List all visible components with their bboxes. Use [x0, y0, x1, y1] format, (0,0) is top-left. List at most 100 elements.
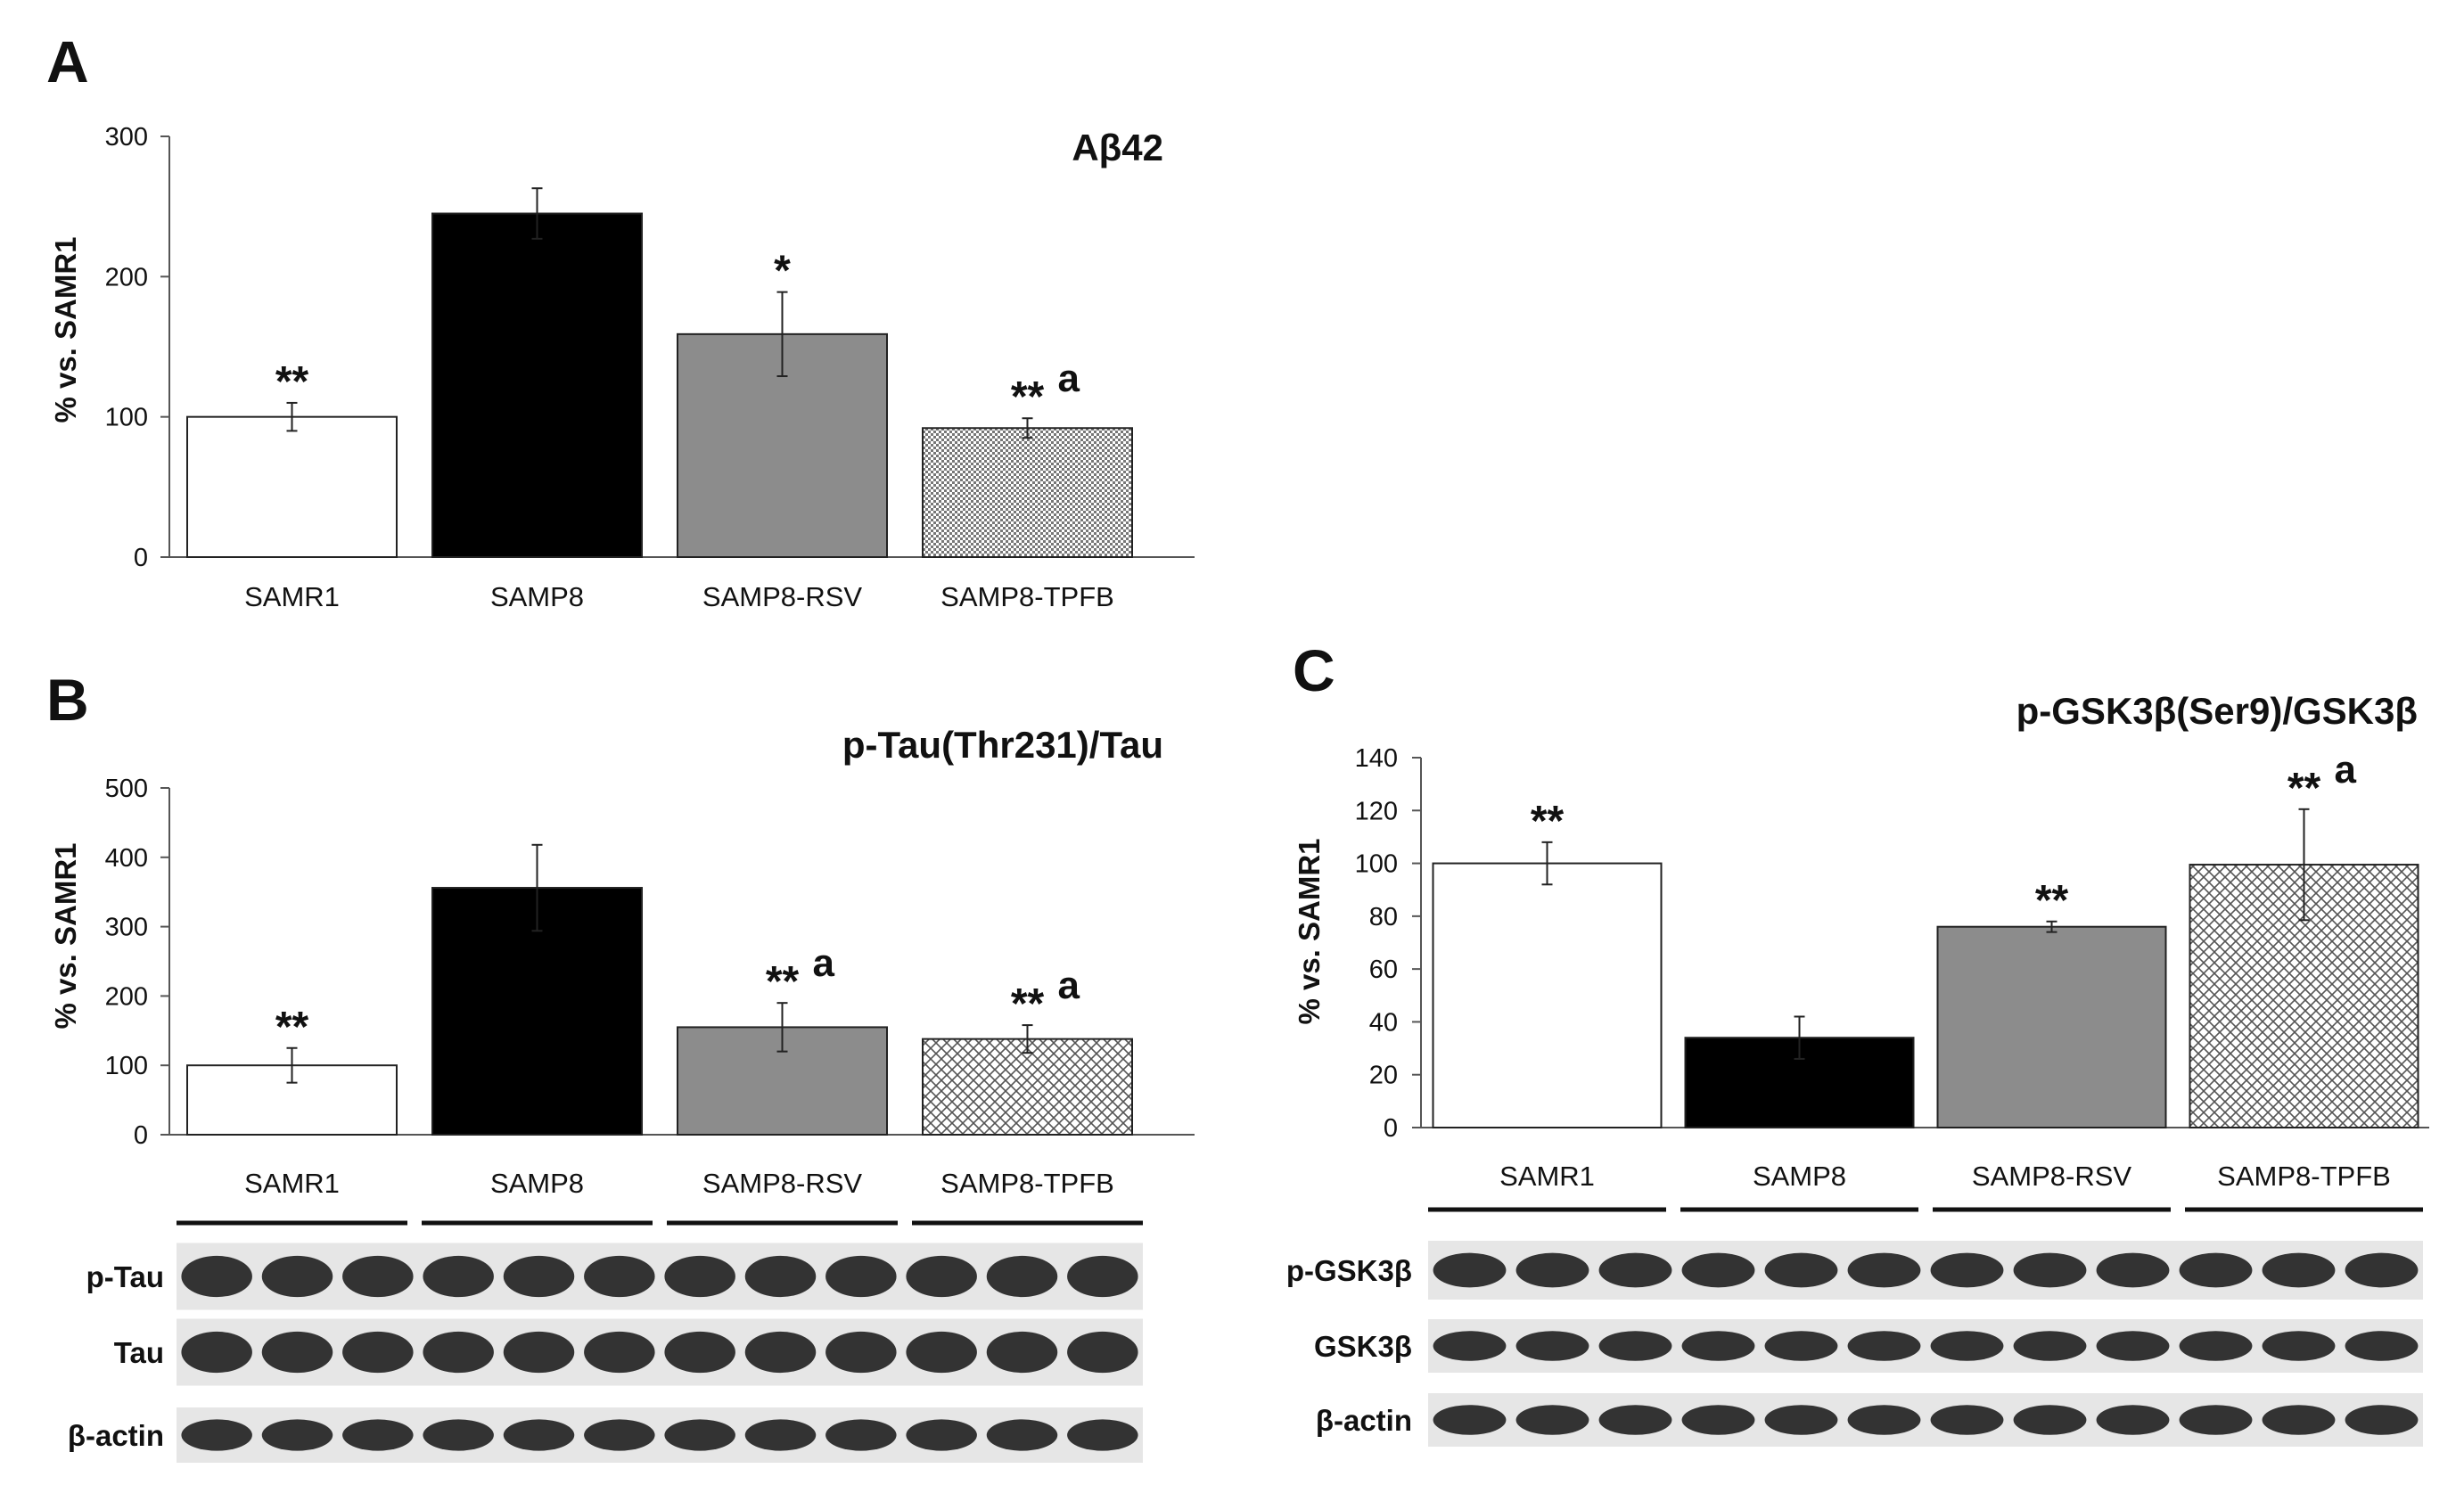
- blot-band: [2262, 1252, 2336, 1288]
- significance-marks: ** ** a ** a: [275, 941, 1080, 1051]
- blot-band: [423, 1255, 494, 1298]
- y-tick-label: 100: [105, 404, 148, 432]
- blot-band: [1930, 1405, 2004, 1435]
- blot-band: [1764, 1331, 1838, 1361]
- bars: [1432, 862, 2419, 1129]
- y-ticks: 0 100 200 300 400 500: [105, 775, 169, 1150]
- blot-band: [664, 1419, 735, 1451]
- y-tick-label: 0: [134, 544, 148, 572]
- y-axis-label: % vs. SAMR1: [49, 236, 82, 423]
- significance-mark: **: [275, 358, 309, 406]
- blot-band: [986, 1419, 1058, 1451]
- panel-letter: B: [46, 667, 89, 733]
- blot-band: [1515, 1405, 1589, 1435]
- significance-mark: **: [2287, 765, 2321, 812]
- blot-band: [2345, 1252, 2419, 1288]
- blot-band: [423, 1419, 494, 1451]
- blot-band: [1847, 1331, 1921, 1361]
- blot-band: [2013, 1252, 2087, 1288]
- blot-band: [1681, 1252, 1755, 1288]
- category-label: SAMP8: [490, 581, 584, 612]
- y-tick-label: 200: [105, 263, 148, 291]
- y-tick-label: 60: [1369, 956, 1398, 984]
- blot-band: [342, 1419, 414, 1451]
- y-tick-label: 500: [105, 775, 148, 803]
- bars: [186, 212, 1133, 559]
- category-label: SAMR1: [1499, 1161, 1595, 1192]
- error-bars: [286, 843, 1033, 1084]
- significance-mark: *: [774, 248, 791, 295]
- chart-title: p-Tau(Thr231)/Tau: [842, 724, 1163, 766]
- y-axis-label: % vs. SAMR1: [49, 842, 82, 1029]
- blot-band: [1930, 1252, 2004, 1288]
- blot-band: [503, 1255, 575, 1298]
- category-label: SAMR1: [244, 581, 340, 612]
- y-ticks: 0 100 200 300: [105, 123, 169, 572]
- blot-band: [2096, 1405, 2170, 1435]
- error-bars: [1541, 808, 2310, 1060]
- category-label: SAMP8-RSV: [702, 1168, 862, 1199]
- blot-band: [503, 1331, 575, 1374]
- significance-marks: ** ** ** a: [1531, 748, 2357, 924]
- category-labels: SAMR1 SAMP8 SAMP8-RSV SAMP8-TPFB: [244, 581, 1114, 612]
- blot-band: [825, 1419, 897, 1451]
- blot-band: [423, 1331, 494, 1374]
- y-tick-label: 400: [105, 844, 148, 873]
- bar: [1936, 925, 2167, 1128]
- blot-band: [825, 1255, 897, 1298]
- y-tick-label: 300: [105, 914, 148, 942]
- blot-band: [906, 1255, 977, 1298]
- blot-row-label: β-actin: [1316, 1404, 1412, 1437]
- blot-band: [1764, 1252, 1838, 1288]
- blot-band: [2179, 1252, 2253, 1288]
- significance-superscript: a: [813, 941, 835, 985]
- blot-row-label: Tau: [114, 1336, 164, 1369]
- chart-title: Aβ42: [1072, 127, 1163, 168]
- y-tick-label: 100: [1355, 850, 1398, 879]
- panel-letter: C: [1293, 637, 1335, 703]
- blot-strip: [177, 1318, 1143, 1386]
- bars: [186, 887, 1133, 1136]
- blot-band: [1930, 1331, 2004, 1361]
- western-blot: p-Tau Tau β-actin: [68, 1220, 1143, 1463]
- category-label: SAMP8-TPFB: [2217, 1161, 2391, 1192]
- blot-band: [1067, 1255, 1138, 1298]
- y-tick-label: 40: [1369, 1008, 1398, 1037]
- blot-band: [181, 1419, 252, 1451]
- blot-band: [1433, 1252, 1507, 1288]
- blot-band: [2179, 1331, 2253, 1361]
- blot-row-label: β-actin: [68, 1419, 164, 1452]
- blot-band: [1433, 1331, 1507, 1361]
- bar: [922, 427, 1133, 558]
- y-tick-label: 140: [1355, 744, 1398, 773]
- panel-b: B p-Tau(Thr231)/Tau % vs. SAMR1 0 100 200 3…: [46, 667, 1195, 1463]
- blot-strip: [177, 1243, 1143, 1310]
- y-tick-label: 0: [1384, 1114, 1398, 1143]
- blot-band: [261, 1331, 333, 1374]
- category-label: SAMR1: [244, 1168, 340, 1199]
- blot-band: [181, 1255, 252, 1298]
- y-tick-label: 300: [105, 123, 148, 152]
- category-labels: SAMR1 SAMP8 SAMP8-RSV SAMP8-TPFB: [1499, 1161, 2391, 1192]
- y-tick-label: 100: [105, 1052, 148, 1080]
- significance-superscript: a: [2335, 748, 2357, 792]
- category-label: SAMP8: [1753, 1161, 1846, 1192]
- category-label: SAMP8-TPFB: [940, 1168, 1114, 1199]
- panel-letter: A: [46, 29, 89, 94]
- category-label: SAMP8-RSV: [1972, 1161, 2131, 1192]
- blot-band: [1515, 1331, 1589, 1361]
- blot-band: [503, 1419, 575, 1451]
- blot-band: [1847, 1405, 1921, 1435]
- category-labels: SAMR1 SAMP8 SAMP8-RSV SAMP8-TPFB: [244, 1168, 1114, 1199]
- significance-mark: **: [766, 958, 800, 1005]
- blot-band: [342, 1331, 414, 1374]
- blot-row-label: p-GSK3β: [1286, 1254, 1412, 1287]
- blot-band: [2179, 1405, 2253, 1435]
- bar: [186, 415, 398, 558]
- blot-band: [664, 1331, 735, 1374]
- y-ticks: 0 20 40 60 80 100 120 140: [1355, 744, 1421, 1143]
- blot-strip: [1428, 1393, 2423, 1447]
- blot-row-label: GSK3β: [1314, 1330, 1412, 1363]
- blot-band: [181, 1331, 252, 1374]
